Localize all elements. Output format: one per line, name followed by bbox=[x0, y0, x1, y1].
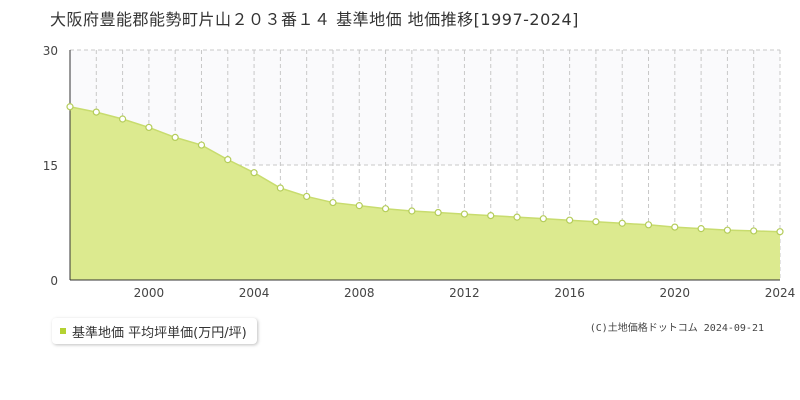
data-point bbox=[197, 141, 206, 149]
y-tick-label: 0 bbox=[50, 274, 58, 288]
data-point bbox=[697, 225, 705, 233]
y-tick-labels: 0 15 30 bbox=[43, 44, 58, 288]
data-point bbox=[355, 202, 363, 210]
data-point bbox=[224, 156, 232, 164]
credit-text: (C)土地価格ドットコム 2024-09-21 bbox=[589, 323, 764, 334]
data-point bbox=[776, 228, 784, 236]
data-point bbox=[750, 227, 758, 235]
x-tick-label: 2004 bbox=[239, 286, 270, 300]
data-point bbox=[487, 212, 495, 220]
horizontal-grid bbox=[70, 49, 780, 166]
data-point bbox=[460, 210, 469, 218]
x-tick-label: 2000 bbox=[134, 286, 165, 300]
y-tick-label: 15 bbox=[43, 159, 58, 173]
legend-swatch bbox=[60, 328, 66, 334]
data-point bbox=[671, 223, 679, 231]
data-point bbox=[408, 207, 416, 215]
y-tick-label: 30 bbox=[43, 44, 58, 58]
data-point bbox=[276, 184, 284, 192]
legend-label: 基準地価 平均坪単価(万円/坪) bbox=[72, 325, 247, 341]
data-point bbox=[381, 205, 390, 213]
series-area bbox=[70, 106, 780, 280]
x-tick-label: 2008 bbox=[344, 286, 375, 300]
data-point bbox=[118, 115, 127, 123]
data-point bbox=[329, 198, 337, 207]
data-point bbox=[644, 221, 653, 229]
data-point bbox=[66, 103, 74, 111]
x-tick-label: 2012 bbox=[449, 286, 480, 300]
legend: 基準地価 平均坪単価(万円/坪) bbox=[52, 318, 257, 344]
data-point bbox=[539, 215, 547, 223]
data-point bbox=[723, 226, 732, 234]
data-point bbox=[618, 219, 626, 227]
data-point bbox=[303, 192, 311, 201]
series-line bbox=[69, 105, 781, 233]
x-tick-label: 2016 bbox=[554, 286, 585, 300]
x-tick-labels: 2000 2004 2008 2012 2016 2020 2024 bbox=[134, 286, 796, 300]
data-point bbox=[566, 216, 574, 224]
data-point bbox=[434, 208, 442, 217]
data-point bbox=[513, 213, 521, 221]
data-point bbox=[592, 218, 600, 226]
x-tick-label: 2024 bbox=[765, 286, 796, 300]
data-point bbox=[250, 169, 258, 177]
data-point bbox=[145, 123, 153, 132]
x-tick-label: 2020 bbox=[660, 286, 691, 300]
data-points bbox=[66, 103, 784, 236]
data-point bbox=[92, 108, 100, 116]
data-point bbox=[171, 133, 179, 141]
chart-title: 大阪府豊能郡能勢町片山２０３番１４ 基準地価 地価推移[1997-2024] bbox=[50, 10, 579, 29]
